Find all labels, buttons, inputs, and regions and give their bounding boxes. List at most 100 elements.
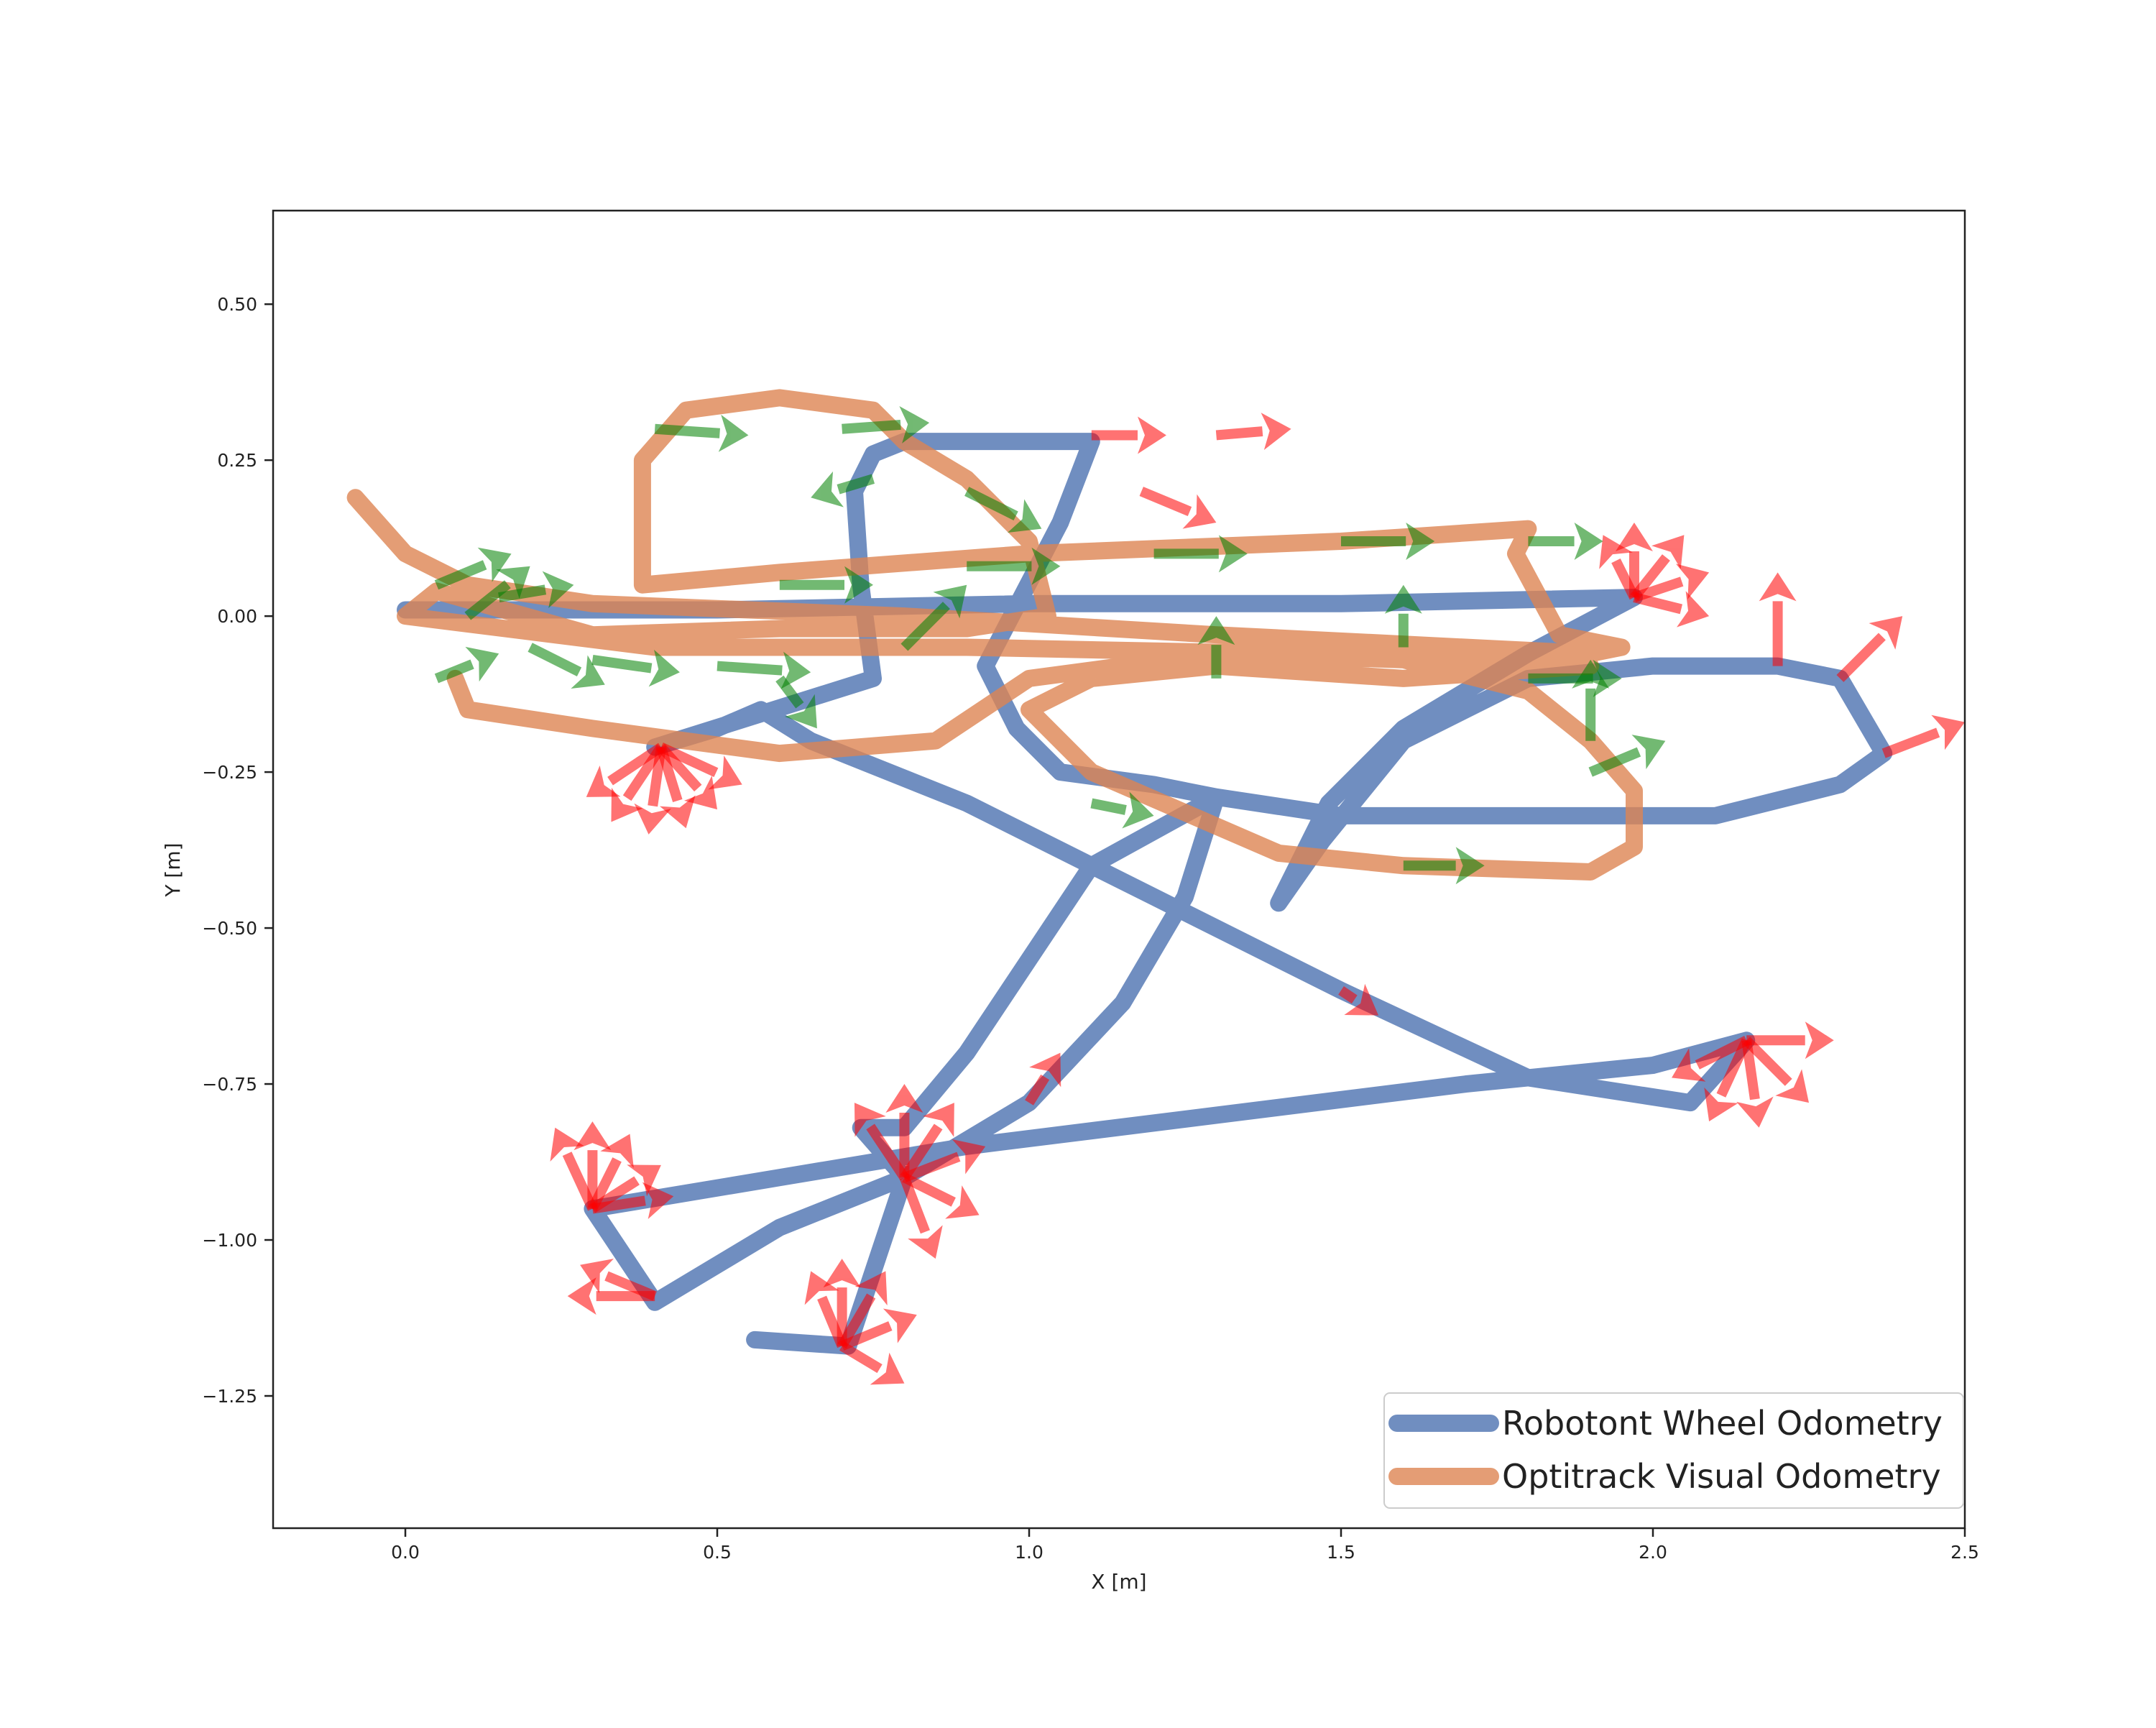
arrow-head	[945, 1185, 980, 1219]
x-tick-label: 2.5	[1950, 1542, 1979, 1563]
legend-label: Robotont Wheel Odometry	[1502, 1404, 1943, 1443]
arrow-shaft	[902, 1172, 956, 1207]
arrow-head	[885, 1084, 923, 1113]
arrow-shaft	[964, 487, 1018, 521]
orientation-arrow	[1672, 1036, 1749, 1082]
arrow-head	[908, 1225, 943, 1259]
trajectory-line	[397, 433, 1893, 1355]
orientation-arrow	[434, 646, 499, 684]
arrow-shaft	[902, 1152, 961, 1182]
arrow-head	[1599, 535, 1633, 569]
arrow-shaft	[899, 1175, 930, 1234]
arrow-head	[708, 755, 742, 790]
orientation-arrow	[1025, 1052, 1061, 1106]
arrow-head	[1574, 522, 1603, 560]
arrow-shaft	[1025, 1074, 1050, 1106]
arrow-head	[550, 1127, 584, 1162]
arrow-head	[586, 766, 621, 797]
arrow-head	[923, 1103, 954, 1137]
arrow-head	[933, 584, 967, 619]
y-tick-label: 0.00	[217, 606, 257, 627]
arrow-head	[1197, 616, 1235, 645]
arrow-shaft	[604, 1271, 657, 1301]
x-tick-label: 0.5	[703, 1542, 732, 1563]
arrow-head	[1593, 659, 1622, 697]
arrow-head	[1137, 416, 1166, 454]
orientation-arrow	[1091, 416, 1166, 454]
arrow-shaft	[1741, 1039, 1760, 1100]
orientation-arrow	[839, 1341, 905, 1385]
orientation-arrow	[1588, 735, 1666, 777]
arrow-head	[1029, 1052, 1061, 1088]
orientation-arrow	[1153, 535, 1248, 573]
legend-label: Optitrack Visual Odometry	[1502, 1457, 1941, 1496]
orientation-arrow	[902, 1172, 980, 1219]
arrow-head	[611, 787, 643, 822]
arrow-shaft	[1338, 986, 1358, 1004]
orientation-arrow	[1746, 1021, 1834, 1060]
orientation-arrow	[779, 566, 874, 604]
arrow-head	[844, 566, 874, 604]
orientation-arrow	[591, 649, 680, 687]
orientation-arrow	[842, 406, 930, 444]
orientation-arrow	[811, 471, 875, 507]
orientation-arrow	[1341, 522, 1435, 560]
orientation-arrow	[654, 414, 749, 452]
orientation-arrow	[580, 1259, 657, 1301]
arrow-shaft	[717, 661, 783, 676]
arrow-head	[1182, 494, 1217, 529]
x-tick-label: 2.0	[1639, 1542, 1667, 1563]
arrow-head	[659, 795, 696, 829]
arrow-shaft	[837, 474, 875, 495]
arrow-shaft	[1743, 1037, 1792, 1086]
orientation-arrow	[1572, 659, 1610, 741]
orientation-arrow	[498, 571, 574, 608]
orientation-arrow	[964, 487, 1042, 533]
arrow-head	[1384, 584, 1422, 614]
orientation-arrow	[854, 1103, 909, 1181]
arrow-head	[627, 1164, 661, 1197]
arrow-head	[952, 1139, 986, 1175]
arrow-shaft	[1215, 426, 1263, 441]
arrow-shaft	[775, 675, 804, 709]
arrow-shaft	[1695, 1036, 1749, 1070]
arrow-head	[542, 571, 574, 608]
arrow-shaft	[1836, 633, 1886, 682]
arrow-head	[1615, 522, 1653, 551]
arrow-shaft	[464, 580, 511, 620]
arrow-shaft	[1633, 592, 1683, 615]
arrow-shaft	[1139, 487, 1192, 517]
arrow-head	[804, 1271, 839, 1305]
arrow-head	[1007, 499, 1042, 533]
y-tick-label: −0.75	[202, 1074, 257, 1095]
arrow-shaft	[1716, 1038, 1751, 1098]
orientation-arrow	[434, 547, 512, 590]
arrow-head	[1122, 791, 1154, 829]
orientation-arrow	[899, 1175, 943, 1259]
orientation-arrow	[837, 1271, 888, 1349]
arrow-head	[1572, 659, 1610, 689]
arrow-shaft	[591, 1195, 646, 1214]
y-tick-label: 0.50	[217, 294, 257, 315]
orientation-arrow	[1384, 584, 1422, 648]
arrow-head	[634, 803, 671, 835]
orientation-arrow	[1338, 983, 1379, 1016]
orientation-arrow	[1528, 522, 1603, 560]
x-tick-label: 1.5	[1327, 1542, 1355, 1563]
arrow-head	[1759, 572, 1797, 602]
arrow-head	[780, 651, 811, 689]
arrow-head	[883, 1308, 917, 1343]
arrow-head	[899, 406, 930, 444]
arrow-head	[567, 1277, 596, 1315]
y-tick-label: −0.50	[202, 918, 257, 939]
legend: Robotont Wheel Odometry Optitrack Visual …	[1383, 1392, 1964, 1509]
legend-box	[1383, 1392, 1964, 1509]
arrow-head	[870, 1352, 905, 1385]
arrow-shaft	[839, 1341, 883, 1374]
arrow-shaft	[528, 643, 582, 676]
arrow-head	[573, 1121, 612, 1151]
y-tick-label: −1.00	[202, 1230, 257, 1251]
arrow-head	[580, 1259, 614, 1294]
orientation-arrow	[1704, 1038, 1751, 1122]
orientation-arrow	[1836, 616, 1903, 682]
